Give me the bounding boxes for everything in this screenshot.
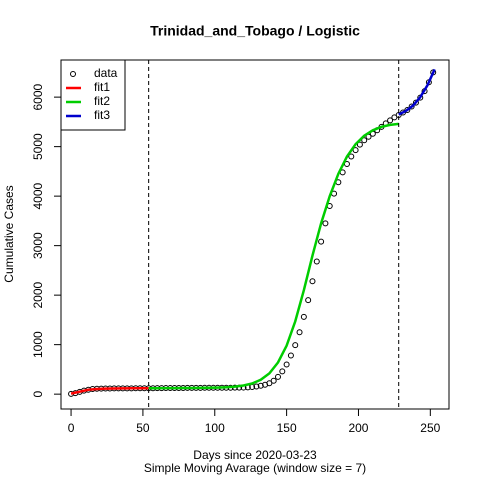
x-tick-label: 50 [136,421,150,435]
x-axis-label: Days since 2020-03-23 [193,448,317,462]
data-point [322,220,329,227]
data-point [253,383,260,390]
data-point [313,258,320,265]
legend-label: data [94,66,118,80]
x-tick-label: 250 [420,421,440,435]
data-point [408,103,415,110]
y-tick-label: 4000 [31,182,45,209]
legend-symbol [70,71,76,77]
data-point [348,153,355,160]
data-point [352,147,359,154]
y-tick-label: 3000 [31,232,45,259]
y-tick-label: 5000 [31,133,45,160]
data-point [279,368,286,375]
x-tick-label: 200 [348,421,368,435]
plot-frame [60,59,450,410]
legend-label: fit1 [94,80,110,94]
legend-label: fit3 [94,108,110,122]
data-point [292,342,299,349]
data-point [296,329,303,336]
y-axis-label: Cumulative Cases [2,185,16,282]
data-point [300,313,307,320]
y-tick-label: 1000 [31,331,45,358]
y-tick-label: 2000 [31,281,45,308]
data-point [305,297,312,304]
data-point [391,114,398,121]
chart-title: Trinidad_and_Tobago / Logistic [150,23,360,39]
legend-label: fit2 [94,94,110,108]
data-point [274,373,281,380]
x-tick-label: 0 [68,421,75,435]
data-point [412,99,419,106]
data-point [356,141,363,148]
data-point [283,361,290,368]
data-point [387,117,394,124]
y-tick-label: 6000 [31,83,45,110]
fit-line [148,122,399,390]
x-tick-label: 150 [277,421,297,435]
y-tick-label: 0 [31,390,45,397]
data-point [361,137,368,144]
data-point [266,380,273,387]
fit-line [70,387,149,395]
data-point [270,377,277,384]
fit-line [398,68,436,116]
data-point [309,278,316,285]
data-point [257,382,264,389]
data-point [404,106,411,113]
x-tick-label: 100 [205,421,225,435]
subtitle: Simple Moving Avarage (window size = 7) [144,461,366,475]
data-point [287,352,294,359]
data-point [318,238,325,245]
